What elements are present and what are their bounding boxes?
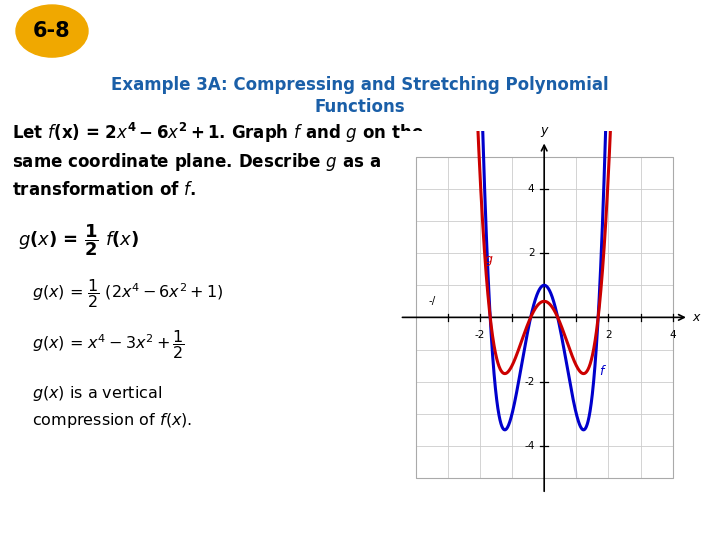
Text: 4: 4 bbox=[670, 330, 676, 340]
Text: -2: -2 bbox=[524, 376, 534, 387]
Text: y: y bbox=[541, 124, 548, 138]
Text: g: g bbox=[485, 253, 492, 266]
Text: same coordinate plane. Describe $\mathbf{\mathit{g}}$ as a: same coordinate plane. Describe $\mathbf… bbox=[12, 151, 381, 173]
Text: Example 3A: Compressing and Stretching Polynomial: Example 3A: Compressing and Stretching P… bbox=[111, 76, 609, 94]
Text: compression of $\mathit{f}(x)$.: compression of $\mathit{f}(x)$. bbox=[32, 411, 192, 430]
Text: Functions: Functions bbox=[315, 98, 405, 116]
Text: $\mathit{g}(x)$ = $\dfrac{1}{2}$ $(2x^4 - 6x^2 + 1)$: $\mathit{g}(x)$ = $\dfrac{1}{2}$ $(2x^4 … bbox=[32, 277, 223, 310]
Text: $\mathit{g}(x)$ = $x^4 - 3x^2 + \dfrac{1}{2}$: $\mathit{g}(x)$ = $x^4 - 3x^2 + \dfrac{1… bbox=[32, 328, 185, 361]
Text: -2: -2 bbox=[474, 330, 485, 340]
Text: transformation of $\mathbf{\mathit{f}}$.: transformation of $\mathbf{\mathit{f}}$. bbox=[12, 181, 196, 199]
Text: 2: 2 bbox=[605, 330, 612, 340]
Ellipse shape bbox=[16, 5, 88, 57]
Text: Let $\mathbf{\mathit{f}(x)}$ = $\mathbf{2\mathit{x}^4 - 6\mathit{x}^2 + 1}$. Gra: Let $\mathbf{\mathit{f}(x)}$ = $\mathbf{… bbox=[12, 120, 423, 145]
Text: x: x bbox=[692, 311, 699, 324]
Text: 6-8: 6-8 bbox=[33, 21, 71, 41]
Text: Transforming Polynomial Functions: Transforming Polynomial Functions bbox=[105, 21, 547, 41]
Text: $\mathit{g}(x)$ is a vertical: $\mathit{g}(x)$ is a vertical bbox=[32, 384, 162, 403]
Text: $\mathbf{\mathit{g}(\mathit{x})}$ = $\mathbf{\dfrac{1}{2}}$ $\mathbf{\mathit{f}(: $\mathbf{\mathit{g}(\mathit{x})}$ = $\ma… bbox=[18, 222, 139, 258]
Text: 2: 2 bbox=[528, 248, 534, 258]
Text: Holt Algebra 2: Holt Algebra 2 bbox=[8, 516, 109, 529]
Text: f: f bbox=[599, 365, 603, 378]
Text: -/: -/ bbox=[428, 296, 436, 306]
Text: Copyright © by Holt, Rinehart and Winston. All Rights Reserved.: Copyright © by Holt, Rinehart and Winsto… bbox=[376, 518, 712, 528]
Text: -4: -4 bbox=[524, 441, 534, 451]
Text: 4: 4 bbox=[528, 184, 534, 194]
